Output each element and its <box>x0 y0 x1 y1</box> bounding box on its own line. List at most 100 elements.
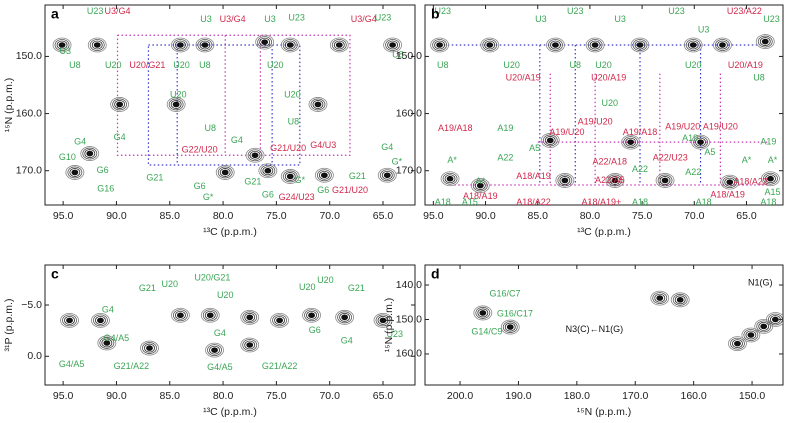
contour-ring <box>657 174 673 187</box>
peak-label: U3 <box>614 14 626 24</box>
peak-label: U23 <box>87 6 104 16</box>
contour-ring <box>60 312 79 328</box>
peak <box>713 37 732 53</box>
contour-ring <box>634 40 646 50</box>
peak <box>373 312 393 328</box>
peak <box>500 319 520 335</box>
peak-label: A19 <box>682 133 698 143</box>
contour-ring <box>89 39 105 51</box>
contour-ring <box>765 174 776 184</box>
peak-label: U8 <box>288 117 300 127</box>
contour-ring <box>758 321 770 331</box>
contour-ring <box>760 323 768 330</box>
contour-ring <box>66 317 73 324</box>
contour-ring <box>559 176 571 185</box>
contour-ring <box>724 177 736 187</box>
contour-ring <box>211 347 218 353</box>
peak-label: U23 <box>763 14 780 24</box>
contour-ring <box>632 39 648 51</box>
x-axis-label: ¹³C (p.p.m.) <box>203 226 257 238</box>
contour-ring <box>195 37 215 53</box>
contour-ring <box>379 317 387 324</box>
peak-label: U8 <box>392 50 404 60</box>
contour-ring <box>557 174 573 187</box>
contour-ring <box>587 39 603 51</box>
x-tick-label: 160.0 <box>681 390 707 402</box>
peak-label: U20/A19 <box>728 60 763 70</box>
peak-label: G4/A5 <box>104 333 130 343</box>
contour-ring <box>272 314 287 327</box>
contour-ring <box>207 344 222 357</box>
contour-ring <box>255 34 275 50</box>
contour-ring <box>246 314 254 321</box>
contour-ring <box>385 39 401 51</box>
contour-ring <box>258 163 278 179</box>
panel-letter: b <box>431 6 440 22</box>
contour-ring <box>715 39 730 51</box>
guide-line <box>147 44 301 166</box>
contour-ring <box>479 310 487 316</box>
peak-label: U23 <box>375 13 392 23</box>
peak-label: G16/C17 <box>497 308 533 318</box>
peak <box>171 307 190 323</box>
y-tick-label: −5.0 <box>21 299 42 311</box>
peak-label: G21 <box>244 177 261 187</box>
peak <box>91 312 110 328</box>
peak-label: U3/G4 <box>220 14 246 24</box>
contour-ring <box>310 98 326 111</box>
peak <box>280 37 300 53</box>
contour-ring <box>240 337 260 353</box>
y-tick-label: 160.0 <box>396 107 422 119</box>
contour-ring <box>473 305 493 321</box>
peak <box>52 37 72 53</box>
x-tick-label: 90.0 <box>475 210 496 222</box>
peak-label: G* <box>392 157 403 167</box>
contour-ring <box>689 42 697 48</box>
peak-label: A18/A22 <box>733 177 768 187</box>
peak <box>473 305 493 321</box>
peak-label: A22/U23 <box>653 153 688 163</box>
peak-label: A* <box>768 155 778 165</box>
peak-label: U8 <box>205 123 217 133</box>
contour-ring <box>506 324 514 330</box>
contour-ring <box>555 173 575 188</box>
peak <box>270 312 289 328</box>
contour-ring <box>276 317 283 324</box>
peak <box>755 34 775 49</box>
contour-ring <box>54 39 70 51</box>
contour-ring <box>171 37 190 53</box>
contour-ring <box>670 292 690 308</box>
contour-ring <box>93 42 101 48</box>
peak <box>540 133 560 148</box>
contour-ring <box>767 175 774 182</box>
peak-label: A* <box>742 155 752 165</box>
contour-ring <box>502 321 518 333</box>
contour-ring <box>259 37 271 47</box>
peak-label: A18 <box>632 197 648 207</box>
contour-ring <box>93 314 108 327</box>
contour-ring <box>383 37 403 53</box>
peak <box>630 37 650 53</box>
peak-label: A19 <box>760 137 776 147</box>
contour-ring <box>251 152 259 159</box>
peak <box>280 169 300 184</box>
x-tick-label: 85.0 <box>528 210 549 222</box>
contour-ring <box>732 339 743 349</box>
contour-ring <box>387 40 399 50</box>
peak <box>140 340 159 356</box>
peak-label: G21/A22 <box>114 361 150 371</box>
peak-label: G24/U23 <box>279 192 315 202</box>
contour-ring <box>261 39 269 45</box>
contour-ring <box>766 312 783 327</box>
contour-ring <box>661 177 669 184</box>
contour-ring <box>286 42 294 48</box>
contour-ring <box>215 165 235 180</box>
contour-ring <box>110 97 130 112</box>
contour-ring <box>741 327 761 343</box>
contour-ring <box>274 315 285 325</box>
contour-ring <box>654 293 666 303</box>
contour-ring <box>284 40 296 50</box>
peak-label: A22 <box>632 164 648 174</box>
contour-ring <box>205 342 224 358</box>
contour-ring <box>219 168 231 177</box>
